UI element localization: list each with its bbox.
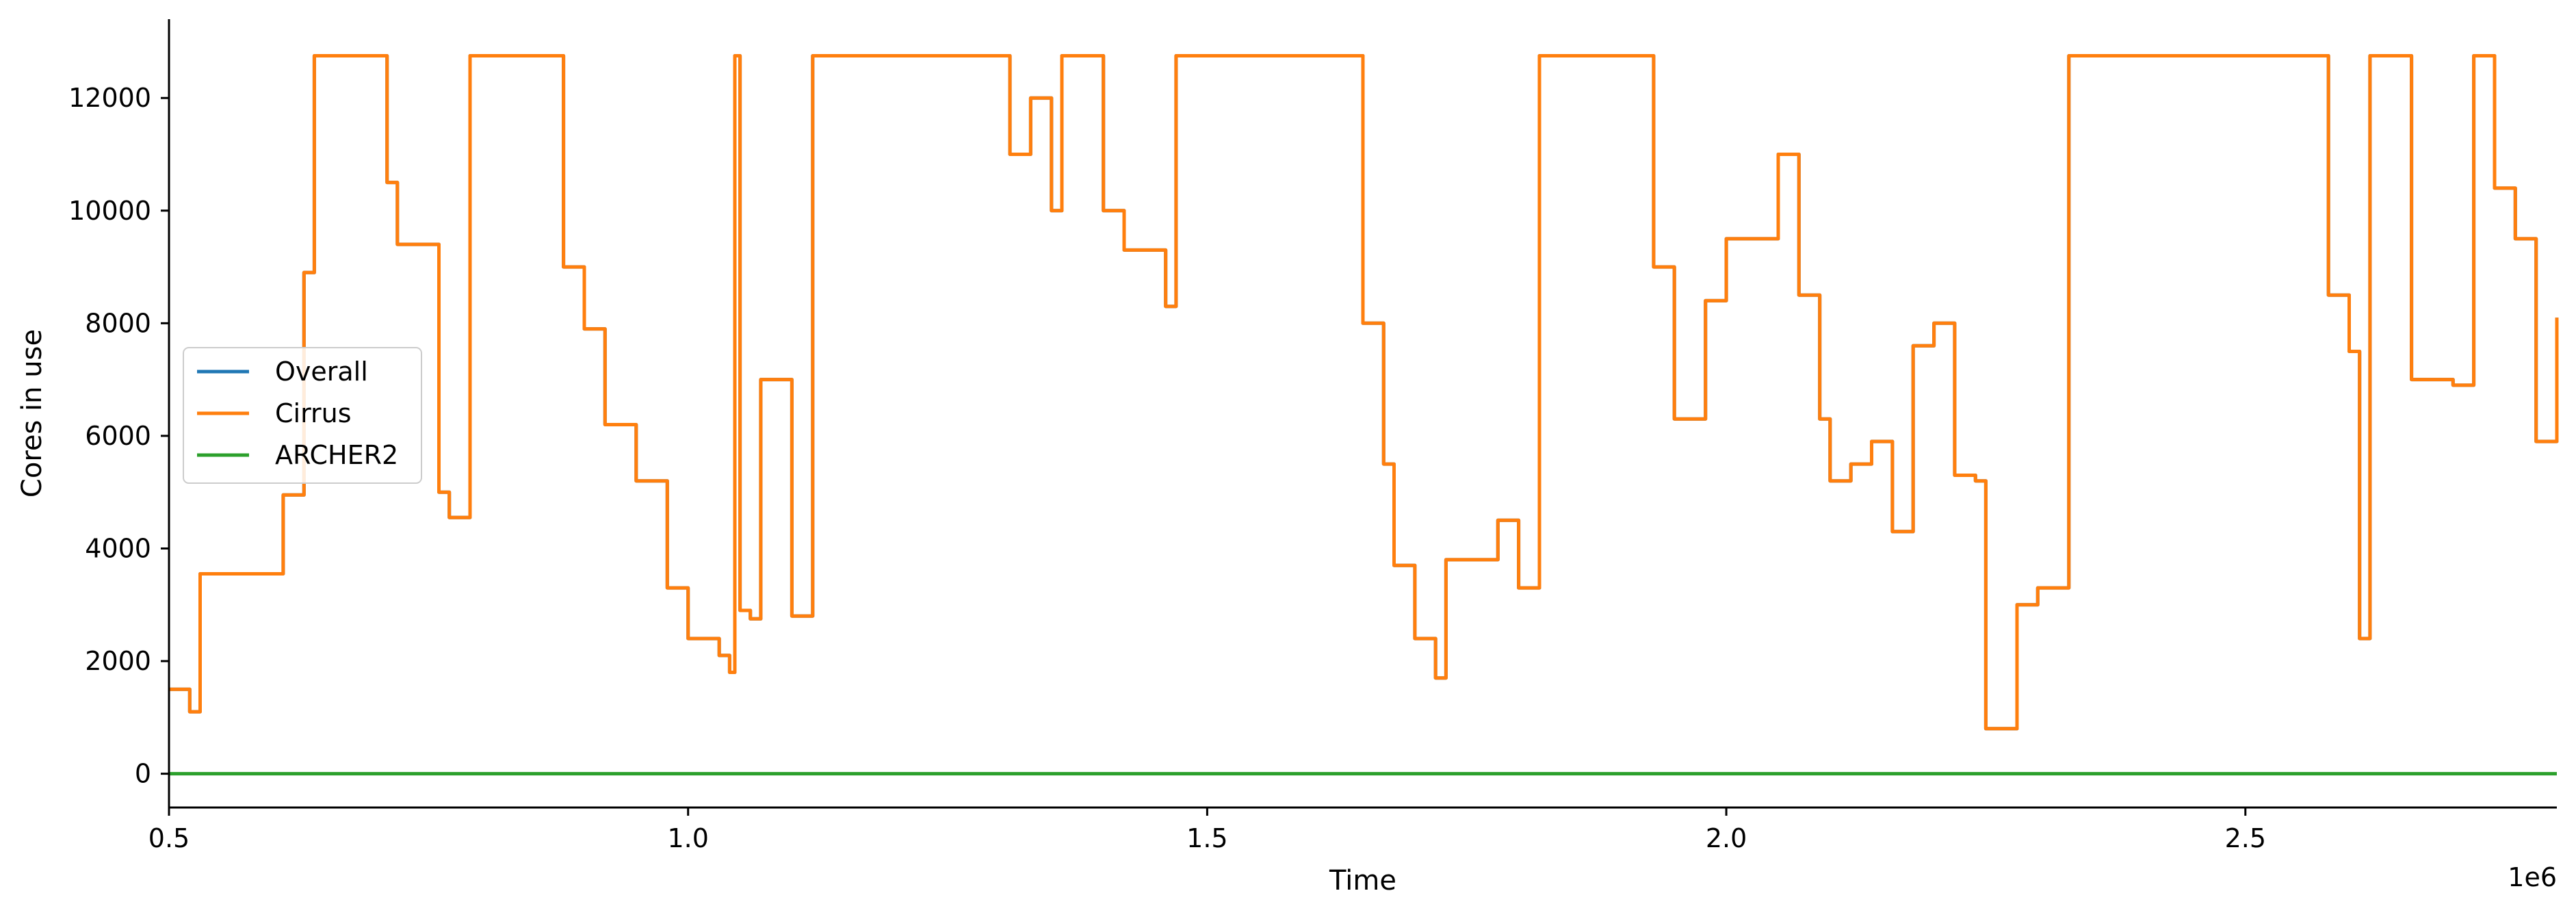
x-tick-label: 0.5 [148, 823, 190, 853]
legend-label-cirrus: Cirrus [275, 398, 352, 428]
y-tick-label: 2000 [85, 646, 151, 676]
x-ticks: 0.5 1.0 1.5 2.0 2.5 [148, 808, 2266, 853]
y-tick-label: 10000 [68, 196, 151, 226]
x-offset-text: 1e6 [2508, 862, 2557, 892]
x-tick-label: 1.5 [1186, 823, 1227, 853]
y-tick-label: 4000 [85, 533, 151, 563]
y-tick-label: 0 [135, 759, 151, 789]
x-tick-label: 1.0 [667, 823, 708, 853]
x-tick-label: 2.5 [2225, 823, 2266, 853]
y-tick-label: 6000 [85, 421, 151, 451]
series-line-cirrus [169, 54, 2559, 731]
y-tick-label: 8000 [85, 308, 151, 338]
legend-label-archer2: ARCHER2 [275, 440, 398, 470]
legend-box [183, 347, 422, 484]
y-ticks: 0 2000 4000 6000 8000 10000 12000 [68, 83, 169, 789]
y-tick-label: 12000 [68, 83, 151, 113]
x-tick-label: 2.0 [1706, 823, 1747, 853]
series-layer [169, 54, 2559, 776]
x-axis-title: Time [1329, 865, 1396, 896]
legend: Overall Cirrus ARCHER2 [183, 347, 422, 484]
legend-label-overall: Overall [275, 357, 368, 387]
y-axis-title: Cores in use [16, 329, 48, 498]
